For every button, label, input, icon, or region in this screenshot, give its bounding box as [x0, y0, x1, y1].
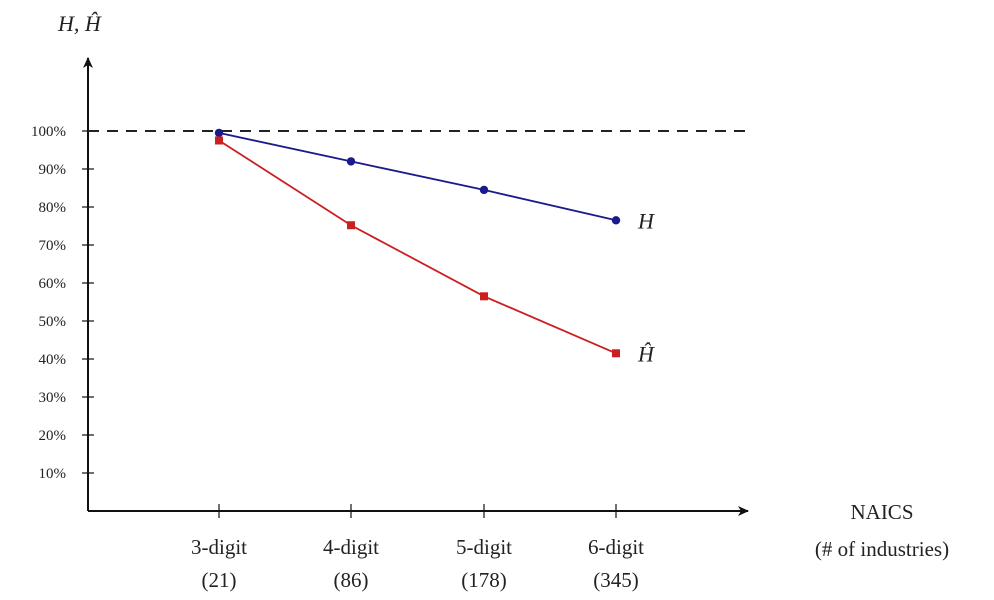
y-tick-label: 90% — [39, 162, 67, 178]
series-label-h-hat: Ĥ — [637, 341, 655, 366]
x-tick-label: 3-digit — [191, 535, 247, 559]
x-tick-label: 6-digit — [588, 535, 644, 559]
y-axis-title: H, Ĥ — [57, 11, 102, 36]
x-tick-sublabel: (345) — [593, 568, 639, 592]
y-tick-label: 10% — [39, 466, 67, 482]
y-tick-label: 30% — [39, 390, 67, 406]
y-tick-label: 70% — [39, 238, 67, 254]
series-label-h: H — [637, 208, 655, 233]
x-tick-sublabel: (21) — [202, 568, 237, 592]
data-point-h-hat — [347, 221, 355, 230]
y-tick-label: 50% — [39, 314, 67, 330]
y-tick-label: 60% — [39, 276, 67, 292]
data-point-h — [214, 128, 224, 138]
data-point-h — [479, 185, 489, 195]
x-ticks: 3-digit (21) 4-digit (86) 5-digit (178) 6-digi… — [191, 504, 644, 592]
data-point-h-hat — [612, 349, 620, 358]
series-line-h-hat — [218, 139, 617, 355]
x-tick-label: 5-digit — [456, 535, 512, 559]
y-tick-label: 100% — [31, 124, 66, 140]
series-group: HĤ — [214, 128, 655, 366]
y-tick-label: 20% — [39, 428, 67, 444]
x-tick-sublabel: (178) — [461, 568, 507, 592]
x-tick-label: 4-digit — [323, 535, 379, 559]
data-point-h — [346, 157, 356, 166]
x-axis-title-line2: (# of industries) — [815, 537, 949, 561]
y-tick-label: 80% — [39, 200, 67, 216]
y-ticks: 10% 20% 30% 40% 50% 60% 70% 80% 90% 100% — [31, 124, 94, 482]
x-tick-sublabel: (86) — [334, 568, 369, 592]
data-point-h — [611, 216, 621, 225]
data-point-h-hat — [480, 292, 488, 301]
y-tick-label: 40% — [39, 352, 67, 368]
series-line-h — [218, 132, 617, 222]
data-point-h-hat — [215, 136, 223, 145]
x-axis-title-line1: NAICS — [850, 500, 913, 524]
